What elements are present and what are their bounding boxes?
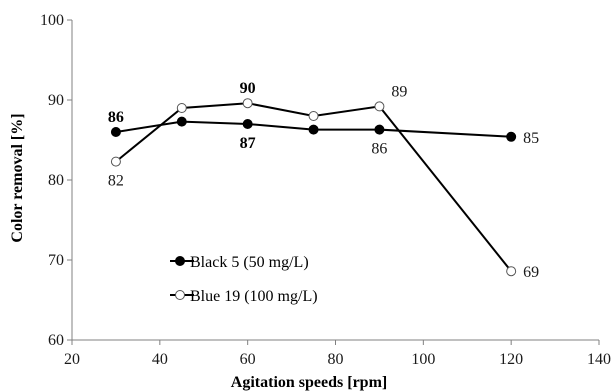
y-tick-label: 70 xyxy=(48,252,64,269)
x-tick-label: 100 xyxy=(411,351,435,368)
y-tick-labels: 60 70 80 90 100 xyxy=(40,12,64,349)
data-point xyxy=(110,156,121,167)
data-label: 69 xyxy=(523,264,539,281)
data-label: 86 xyxy=(108,109,124,126)
data-point xyxy=(176,103,187,113)
x-tick-label: 120 xyxy=(499,351,523,368)
data-label: 90 xyxy=(240,80,256,97)
x-tick-label: 20 xyxy=(64,351,80,368)
x-tick-label: 60 xyxy=(240,351,256,368)
data-point xyxy=(506,131,517,142)
data-point xyxy=(506,266,517,277)
data-point xyxy=(176,116,187,127)
legend-marker xyxy=(175,290,185,300)
y-axis-title: Color removal [%] xyxy=(9,113,26,242)
x-tick-labels: 20 40 60 80 100 120 140 xyxy=(64,351,611,368)
series-line-1 xyxy=(115,102,512,272)
data-point xyxy=(308,111,319,121)
series-line-0 xyxy=(115,120,512,138)
legend: Black 5 (50 mg/L) Blue 19 (100 mg/L) xyxy=(170,254,318,305)
data-label: 86 xyxy=(371,141,387,158)
data-point xyxy=(242,119,253,129)
data-point xyxy=(242,98,253,109)
data-point xyxy=(110,127,121,137)
data-point xyxy=(374,124,385,135)
data-label: 89 xyxy=(391,83,407,100)
data-label: 87 xyxy=(240,135,256,152)
data-point xyxy=(308,124,319,135)
x-tick-label: 40 xyxy=(152,351,168,368)
legend-label: Black 5 (50 mg/L) xyxy=(190,254,309,271)
legend-marker xyxy=(175,256,185,266)
y-tick-label: 100 xyxy=(40,12,64,29)
axes xyxy=(67,19,600,345)
y-tick-label: 60 xyxy=(48,332,64,349)
legend-label: Blue 19 (100 mg/L) xyxy=(190,288,318,305)
x-tick-label: 80 xyxy=(328,351,344,368)
data-point xyxy=(374,101,385,112)
y-tick-label: 80 xyxy=(48,172,64,189)
x-tick-label: 140 xyxy=(587,351,611,368)
data-labels: 86 87 86 85 82 90 89 69 xyxy=(108,80,539,281)
x-axis-title: Agitation speeds [rpm] xyxy=(231,374,387,391)
series-group xyxy=(110,98,517,277)
data-label: 85 xyxy=(523,130,539,147)
data-label: 82 xyxy=(108,173,124,190)
y-tick-label: 90 xyxy=(48,92,64,109)
